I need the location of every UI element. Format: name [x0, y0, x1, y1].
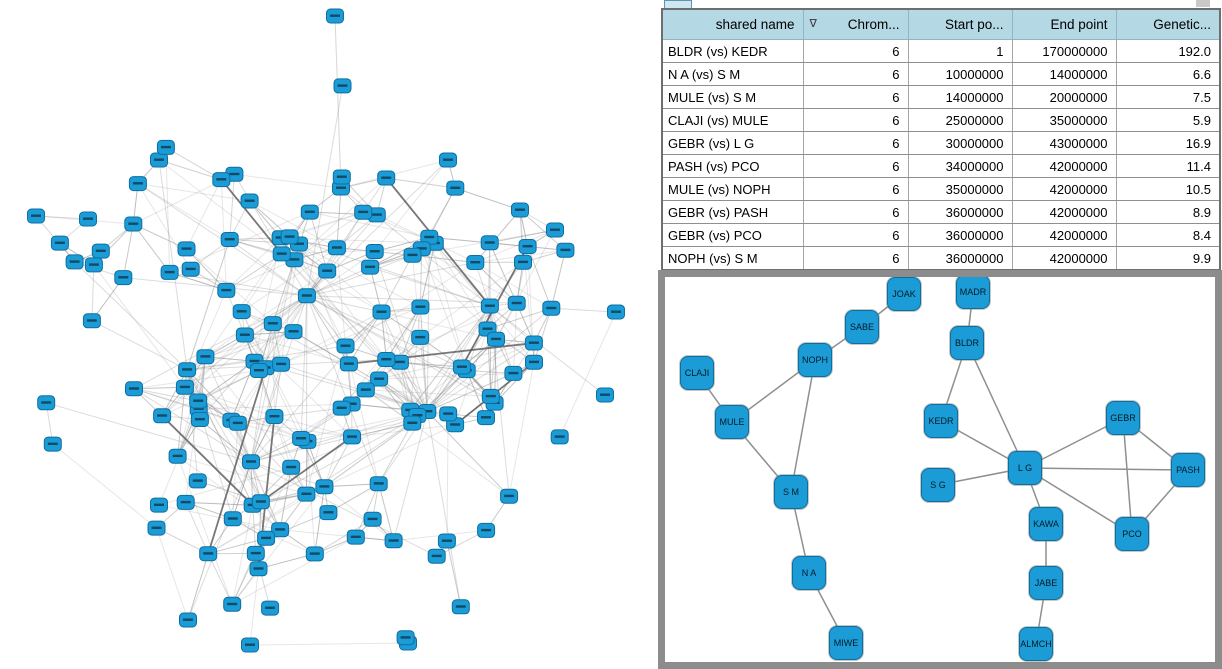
table-cell[interactable]: 7.5: [1116, 85, 1221, 109]
table-cell[interactable]: 6: [803, 223, 909, 247]
column-header-start-po-[interactable]: Start po...: [907, 8, 1013, 40]
table-cell[interactable]: 36000000: [908, 223, 1013, 247]
network-node-madr[interactable]: MADR: [956, 277, 990, 309]
table-cell[interactable]: 42000000: [1012, 154, 1117, 178]
table-cell[interactable]: 8.9: [1116, 200, 1221, 224]
attribute-table: shared name ∇ Chrom... Start po... End point…: [661, 8, 1221, 271]
table-cell[interactable]: 11.4: [1116, 154, 1221, 178]
network-node-miwe[interactable]: MIWE: [829, 626, 863, 660]
dense-network-view[interactable]: [0, 0, 658, 669]
subnetwork-canvas[interactable]: JOAK MADR SABE BLDR NOPH CLAJI KEDR MULE GEBR L G…: [665, 277, 1215, 662]
table-cell[interactable]: GEBR (vs) L G: [662, 131, 804, 155]
column-header-shared-name[interactable]: shared name: [661, 8, 804, 40]
subnetwork-view-panel: JOAK MADR SABE BLDR NOPH CLAJI KEDR MULE GEBR L G…: [658, 270, 1222, 669]
table-cell[interactable]: 14000000: [908, 85, 1013, 109]
network-node-noph[interactable]: NOPH: [798, 343, 832, 377]
network-node-joak[interactable]: JOAK: [887, 277, 921, 311]
table-row[interactable]: NOPH (vs) S M 6 36000000 42000000 9.9: [662, 246, 1221, 271]
table-cell[interactable]: CLAJI (vs) MULE: [662, 108, 804, 132]
table-row[interactable]: GEBR (vs) PCO 6 36000000 42000000 8.4: [662, 223, 1221, 247]
table-cell[interactable]: 42000000: [1012, 246, 1117, 271]
table-cell[interactable]: 36000000: [908, 200, 1013, 224]
table-cell[interactable]: BLDR (vs) KEDR: [662, 39, 804, 63]
column-header-chrom-[interactable]: ∇ Chrom...: [802, 8, 909, 40]
column-header-genetic-[interactable]: Genetic...: [1115, 8, 1221, 40]
table-cell[interactable]: 1: [908, 39, 1013, 63]
table-cell[interactable]: 42000000: [1012, 200, 1117, 224]
table-cell[interactable]: 6.6: [1116, 62, 1221, 86]
table-cell[interactable]: PASH (vs) PCO: [662, 154, 804, 178]
network-node-s-g[interactable]: S G: [921, 468, 955, 502]
column-header-end-point[interactable]: End point: [1011, 8, 1117, 40]
table-cell[interactable]: 42000000: [1012, 223, 1117, 247]
network-node-almch[interactable]: ALMCH: [1019, 627, 1053, 661]
table-cell[interactable]: GEBR (vs) PCO: [662, 223, 804, 247]
sort-filter-icon[interactable]: ∇: [809, 18, 817, 30]
table-cell[interactable]: 42000000: [1012, 177, 1117, 201]
table-row[interactable]: PASH (vs) PCO 6 34000000 42000000 11.4: [662, 154, 1221, 178]
table-cell[interactable]: 5.9: [1116, 108, 1221, 132]
table-row[interactable]: N A (vs) S M 6 10000000 14000000 6.6: [662, 62, 1221, 86]
network-node-pco[interactable]: PCO: [1115, 517, 1149, 551]
network-node-kawa[interactable]: KAWA: [1029, 507, 1063, 541]
table-cell[interactable]: GEBR (vs) PASH: [662, 200, 804, 224]
table-cell[interactable]: 6: [803, 39, 909, 63]
table-cell[interactable]: 6: [803, 108, 909, 132]
table-cell[interactable]: 6: [803, 131, 909, 155]
scrollbar-fragment: [1196, 0, 1210, 7]
table-cell[interactable]: 30000000: [908, 131, 1013, 155]
table-row[interactable]: CLAJI (vs) MULE 6 25000000 35000000 5.9: [662, 108, 1221, 132]
table-row[interactable]: MULE (vs) NOPH 6 35000000 42000000 10.5: [662, 177, 1221, 201]
table-cell[interactable]: 6: [803, 200, 909, 224]
table-row[interactable]: GEBR (vs) PASH 6 36000000 42000000 8.9: [662, 200, 1221, 224]
table-cell[interactable]: 10000000: [908, 62, 1013, 86]
table-cell[interactable]: 25000000: [908, 108, 1013, 132]
table-cell[interactable]: 35000000: [1012, 108, 1117, 132]
table-cell[interactable]: 14000000: [1012, 62, 1117, 86]
network-node-bldr[interactable]: BLDR: [950, 326, 984, 360]
table-cell[interactable]: 36000000: [908, 246, 1013, 271]
network-node-sabe[interactable]: SABE: [845, 310, 879, 344]
table-cell[interactable]: 20000000: [1012, 85, 1117, 109]
table-cell[interactable]: 192.0: [1116, 39, 1221, 63]
network-node-jabe[interactable]: JABE: [1029, 566, 1063, 600]
table-cell[interactable]: 34000000: [908, 154, 1013, 178]
table-cell[interactable]: 8.4: [1116, 223, 1221, 247]
network-node-claji[interactable]: CLAJI: [680, 356, 714, 390]
table-header-row: shared name ∇ Chrom... Start po... End point…: [661, 8, 1221, 40]
table-cell[interactable]: 10.5: [1116, 177, 1221, 201]
table-row[interactable]: BLDR (vs) KEDR 6 1 170000000 192.0: [662, 39, 1221, 63]
table-cell[interactable]: 6: [803, 246, 909, 271]
table-row[interactable]: MULE (vs) S M 6 14000000 20000000 7.5: [662, 85, 1221, 109]
table-cell[interactable]: N A (vs) S M: [662, 62, 804, 86]
table-cell[interactable]: MULE (vs) S M: [662, 85, 804, 109]
table-cell[interactable]: MULE (vs) NOPH: [662, 177, 804, 201]
edge-attribute-table-panel: shared name ∇ Chrom... Start po... End point…: [658, 0, 1222, 271]
table-cell[interactable]: 35000000: [908, 177, 1013, 201]
network-node-pash[interactable]: PASH: [1171, 453, 1205, 487]
network-node-l-g[interactable]: L G: [1008, 451, 1042, 485]
table-row[interactable]: GEBR (vs) L G 6 30000000 43000000 16.9: [662, 131, 1221, 155]
table-top-strip: [658, 0, 1222, 9]
table-cell[interactable]: 9.9: [1116, 246, 1221, 271]
table-cell[interactable]: 6: [803, 154, 909, 178]
network-node-mule[interactable]: MULE: [715, 405, 749, 439]
table-cell[interactable]: 43000000: [1012, 131, 1117, 155]
dense-network-canvas: [27, 8, 625, 653]
table-cell[interactable]: NOPH (vs) S M: [662, 246, 804, 271]
table-cell[interactable]: 170000000: [1012, 39, 1117, 63]
table-cell[interactable]: 16.9: [1116, 131, 1221, 155]
table-cell[interactable]: 6: [803, 85, 909, 109]
network-node-s-m[interactable]: S M: [774, 475, 808, 509]
table-cell[interactable]: 6: [803, 177, 909, 201]
table-cell[interactable]: 6: [803, 62, 909, 86]
network-node-gebr[interactable]: GEBR: [1106, 401, 1140, 435]
network-node-n-a[interactable]: N A: [792, 556, 826, 590]
network-node-kedr[interactable]: KEDR: [924, 404, 958, 438]
